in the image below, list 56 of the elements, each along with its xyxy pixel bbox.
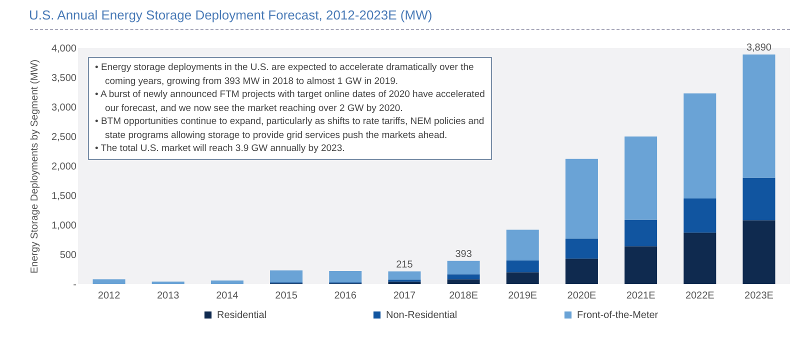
x-tick-label: 2023E bbox=[744, 290, 774, 302]
bar bbox=[506, 230, 539, 260]
x-tick-label: 2021E bbox=[626, 290, 656, 302]
legend-label: Front-of-the-Meter bbox=[577, 310, 659, 321]
y-tick-label: 3,500 bbox=[51, 73, 77, 84]
bar bbox=[447, 279, 480, 284]
bar bbox=[565, 258, 598, 284]
x-tick-label: 2018E bbox=[449, 290, 478, 302]
annotation: • BTM opportunities continue to expand, particularly as shifts to rate tariffs, NEM policies and state programs allowing storage to provide grid services push the markets ahead. bbox=[95, 115, 485, 142]
bar bbox=[624, 136, 658, 220]
total-label: 215 bbox=[396, 259, 414, 270]
bar bbox=[684, 198, 716, 233]
bar bbox=[506, 272, 539, 284]
bar bbox=[92, 279, 126, 284]
y-tick-label: 1,500 bbox=[51, 191, 77, 202]
y-tick-label: 1,000 bbox=[51, 220, 77, 232]
x-tick-label: 2014 bbox=[216, 290, 239, 302]
legend-label: Non-Residential bbox=[386, 310, 458, 321]
y-axis-title: Energy Storage Deployments by Segment (MW) bbox=[29, 60, 40, 274]
y-tick-label: 500 bbox=[60, 250, 77, 261]
bar bbox=[506, 260, 539, 272]
chart-title: U.S. Annual Energy Storage Deployment Forecast, 2012-2023E (MW) bbox=[28, 7, 432, 22]
bar bbox=[684, 93, 716, 198]
bar bbox=[624, 246, 658, 284]
bar bbox=[210, 280, 244, 284]
bar bbox=[447, 274, 480, 280]
annotation: • Energy storage deployments in the U.S. are expected to accelerate dramatically over the coming years, growing from 393 MW in 2018 to almost 1 GW in 2019. bbox=[95, 61, 475, 88]
bar bbox=[565, 238, 598, 259]
bar bbox=[565, 158, 598, 239]
bar bbox=[270, 270, 303, 282]
x-tick-label: 2017 bbox=[393, 290, 416, 302]
x-tick-label: 2022E bbox=[685, 290, 715, 302]
bar bbox=[742, 220, 776, 284]
legend-label: Residential bbox=[217, 310, 266, 321]
x-tick-label: 2016 bbox=[334, 290, 357, 302]
bar bbox=[624, 220, 658, 246]
bar bbox=[447, 260, 480, 274]
y-tick-label: 4,000 bbox=[51, 44, 77, 54]
bar bbox=[742, 54, 776, 178]
y-tick-label: 3,000 bbox=[51, 102, 77, 114]
bar bbox=[684, 232, 716, 284]
x-tick-label: 2020E bbox=[567, 290, 597, 302]
x-tick-label: 2013 bbox=[156, 290, 180, 302]
y-tick-label: 2,000 bbox=[51, 162, 77, 172]
y-tick-label: - bbox=[73, 280, 76, 290]
annotation: • The total U.S. market will reach 3.9 GW annually by 2023. bbox=[95, 142, 346, 156]
y-tick-label: 2,500 bbox=[51, 132, 77, 143]
total-label: 393 bbox=[455, 248, 472, 260]
annotation: • A burst of newly announced FTM projects with target online dates of 2020 have accelerated our forecast, and we now see the market reaching over 2 GW by 2020. bbox=[95, 88, 485, 115]
total-label: 3,890 bbox=[746, 42, 772, 54]
x-tick-label: 2015 bbox=[275, 290, 298, 302]
x-tick-label: 2019E bbox=[508, 290, 538, 302]
x-tick-label: 2012 bbox=[98, 290, 121, 302]
bar bbox=[388, 271, 421, 280]
bar bbox=[742, 178, 776, 220]
bar bbox=[329, 271, 362, 282]
